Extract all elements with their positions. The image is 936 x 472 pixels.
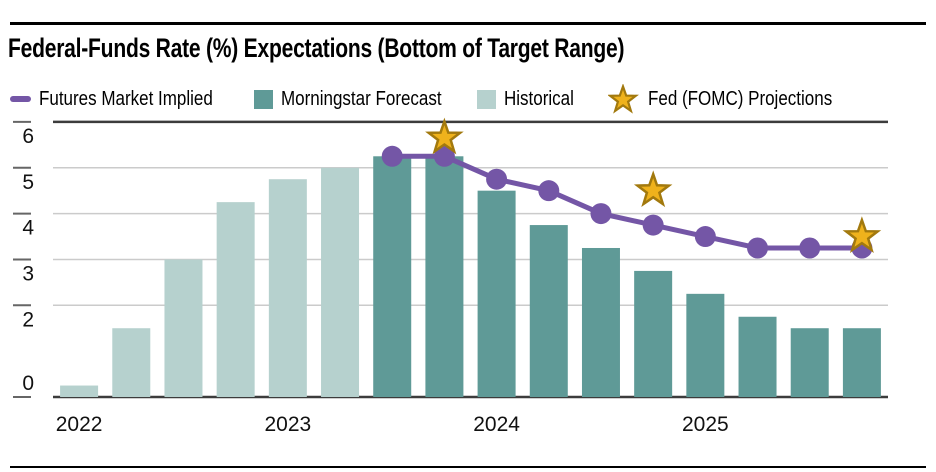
historical-square-swatch-icon [477,89,496,109]
bar-2025-q3 [790,328,829,397]
legend-label-fomc: Fed (FOMC) Projections [648,87,833,110]
x-tick-label: 2023 [264,413,311,436]
legend-label-forecast: Morningstar Forecast [281,87,442,110]
y-tick-label: 6 [22,125,34,148]
legend-label-historical: Historical [504,87,574,110]
bar-2023-q1 [268,179,307,397]
bar-2023-q4 [425,156,464,397]
bar-2025-q1 [686,293,725,397]
fomc-star [842,216,882,253]
futures-dot [799,237,821,259]
bar-2023-q2 [321,167,360,397]
bar-2024-q4 [634,270,673,397]
x-tick-label: 2024 [473,413,520,436]
y-tick-label: 4 [22,217,34,240]
chart-title: Federal-Funds Rate (%) Expectations (Bot… [8,33,625,63]
futures-line-swatch-icon [10,96,31,102]
fomc-star [425,117,464,155]
futures-dot [381,145,403,167]
top-rule [10,22,926,25]
futures-dot [642,214,664,236]
futures-line [389,153,865,251]
legend-label-futures: Futures Market Implied [39,87,213,110]
futures-dot [747,237,769,259]
bar-2024-q2 [529,225,568,397]
legend: Futures Market Implied Morningstar Forec… [0,82,936,116]
bar-2025-q4 [842,328,881,397]
fomc-star-icon [608,84,639,114]
legend-item-fomc: Fed (FOMC) Projections [608,82,865,116]
bar-2024-q3 [581,247,620,397]
legend-item-morningstar-forecast: Morningstar Forecast [254,82,470,116]
y-tick-label: 5 [22,171,34,194]
legend-item-futures: Futures Market Implied [10,82,244,116]
fomc-star [633,170,673,208]
futures-dot [590,203,612,225]
bottom-rule [10,466,926,468]
bar-2022-q4 [216,202,255,397]
futures-dot [433,145,455,167]
y-tick-label: 2 [22,308,34,331]
y-tick-label: 3 [22,262,34,285]
bar-2024-q1 [477,190,516,397]
legend-item-historical: Historical [477,82,586,116]
x-tick-label: 2022 [56,413,103,436]
futures-dot [694,226,716,248]
bar-2025-q2 [738,316,777,397]
forecast-square-swatch-icon [254,89,273,109]
futures-dot [538,180,560,202]
x-tick-label: 2025 [682,413,729,436]
bar-2022-q1 [60,385,99,397]
bar-2023-q3 [373,156,412,397]
futures-dot [486,168,508,190]
y-tick-label: 0 [22,372,34,395]
bar-2022-q3 [164,259,203,397]
bar-2022-q2 [112,328,151,397]
